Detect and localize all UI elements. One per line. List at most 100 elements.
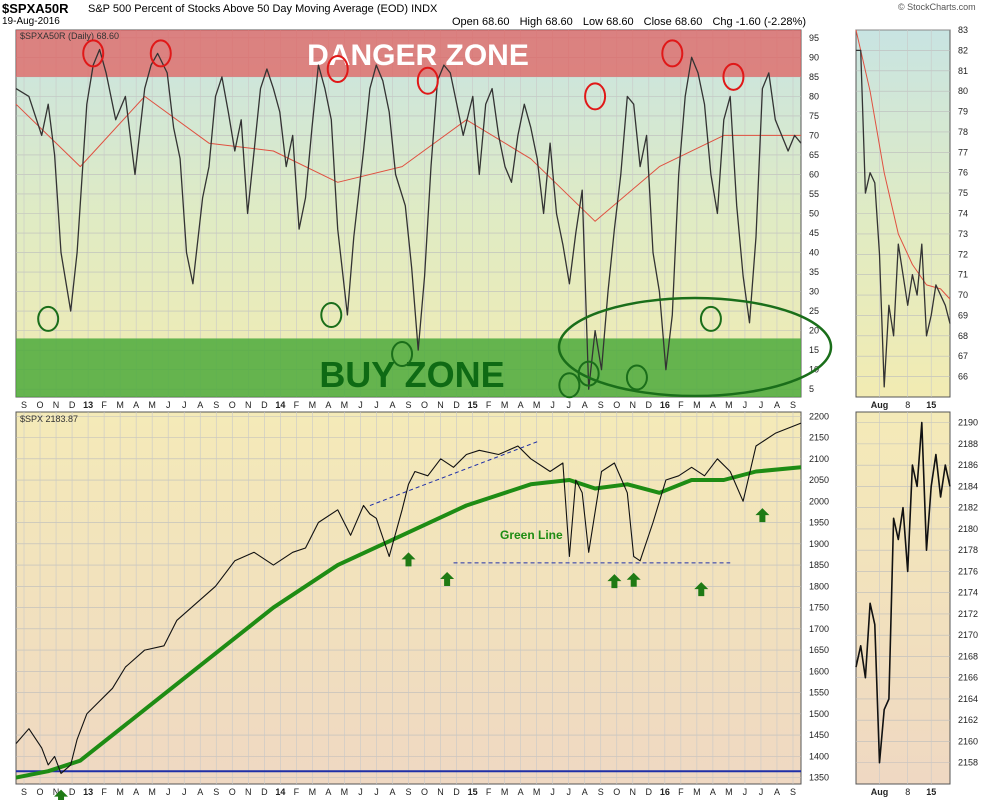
- top-inset-y-tick: 72: [958, 249, 968, 259]
- danger-zone-band: [16, 30, 801, 77]
- top-inset-y-tick: 68: [958, 331, 968, 341]
- top-inset-y-tick: 79: [958, 107, 968, 117]
- top-panel-x-tick: O: [421, 400, 428, 410]
- bottom-panel-y-tick: 2200: [809, 411, 829, 421]
- top-panel-x-tick: M: [693, 400, 701, 410]
- bottom-panel-x-tick: J: [358, 787, 363, 797]
- top-inset-y-tick: 73: [958, 229, 968, 239]
- buy-arrow-marker: [401, 552, 416, 567]
- red-circle-marker: [661, 39, 684, 68]
- bottom-inset-y-tick: 2172: [958, 609, 978, 619]
- top-panel-x-tick: 15: [468, 400, 478, 410]
- top-inset-y-tick: 69: [958, 310, 968, 320]
- bottom-panel-x-tick: M: [341, 787, 349, 797]
- top-panel-x-tick: S: [21, 400, 27, 410]
- bottom-inset-x-tick: Aug: [871, 787, 889, 797]
- top-panel-y-tick: 5: [809, 384, 814, 394]
- bottom-inset-y-tick: 2184: [958, 481, 978, 491]
- bottom-panel-x-tick: A: [710, 787, 716, 797]
- bottom-inset-y-tick: 2188: [958, 439, 978, 449]
- top-panel-y-tick: 85: [809, 72, 819, 82]
- bottom-panel-x-tick: J: [374, 787, 379, 797]
- bottom-panel-x-tick: N: [53, 787, 60, 797]
- top-panel-x-tick: A: [389, 400, 395, 410]
- bottom-panel-x-tick: N: [630, 787, 637, 797]
- bottom-panel-x-tick: N: [437, 787, 444, 797]
- bottom-inset-y-tick: 2190: [958, 418, 978, 428]
- bottom-panel-x-tick: M: [725, 787, 733, 797]
- top-panel-x-tick: A: [582, 400, 588, 410]
- top-panel-x-tick: O: [229, 400, 236, 410]
- buy-arrow-marker: [607, 574, 622, 589]
- bottom-panel-x-tick: A: [774, 787, 780, 797]
- red-circle-marker: [82, 39, 105, 68]
- bottom-panel-x-tick: A: [389, 787, 395, 797]
- buy-zone-label: BUY ZONE: [319, 354, 504, 395]
- top-panel-y-tick: 15: [809, 345, 819, 355]
- buy-arrow-marker: [755, 508, 770, 523]
- top-panel-x-tick: N: [437, 400, 444, 410]
- top-panel-x-tick: J: [550, 400, 555, 410]
- bottom-inset-price-line: [855, 421, 951, 764]
- red-circle-marker: [326, 55, 349, 84]
- green-circle-marker: [37, 305, 60, 332]
- bottom-panel-y-tick: 1700: [809, 624, 829, 634]
- bottom-panel-x-tick: O: [613, 787, 620, 797]
- top-inset-y-tick: 70: [958, 290, 968, 300]
- bottom-panel-x-tick: O: [229, 787, 236, 797]
- top-panel-x-tick: J: [374, 400, 379, 410]
- bottom-panel-x-tick: 14: [275, 787, 285, 797]
- green-line-label: Green Line: [500, 528, 563, 542]
- top-inset-y-tick: 75: [958, 188, 968, 198]
- buy-arrow-marker: [54, 789, 69, 800]
- bottom-panel-x-tick: F: [678, 787, 684, 797]
- top-panel-x-tick: M: [501, 400, 509, 410]
- top-panel-y-tick: 35: [809, 267, 819, 277]
- symbol-title: $SPXA50R: [2, 1, 69, 16]
- top-panel-x-tick: O: [613, 400, 620, 410]
- top-panel-x-tick: 16: [660, 400, 670, 410]
- bottom-panel-x-tick: A: [518, 787, 524, 797]
- brand-logo-text: © StockCharts.com: [898, 2, 976, 12]
- top-inset-price-line: [856, 49, 951, 388]
- top-panel-y-tick: 45: [809, 228, 819, 238]
- top-panel-y-tick: 70: [809, 130, 819, 140]
- top-panel-x-tick: S: [213, 400, 219, 410]
- bottom-panel-x-tick: J: [182, 787, 187, 797]
- bottom-panel-y-tick: 1450: [809, 730, 829, 740]
- bottom-inset-y-tick: 2160: [958, 736, 978, 746]
- top-panel-y-tick: 55: [809, 189, 819, 199]
- bottom-inset-y-tick: 2182: [958, 503, 978, 513]
- bottom-panel-x-tick: F: [101, 787, 107, 797]
- bottom-inset-y-tick: 2170: [958, 630, 978, 640]
- bottom-panel-x-tick: 13: [83, 787, 93, 797]
- bottom-panel-x-tick: D: [646, 787, 653, 797]
- top-panel-x-tick: S: [598, 400, 604, 410]
- chart-description: S&P 500 Percent of Stocks Above 50 Day M…: [88, 3, 437, 15]
- top-panel-x-tick: J: [166, 400, 171, 410]
- top-inset-y-tick: 81: [958, 66, 968, 76]
- bottom-panel-x-tick: A: [325, 787, 331, 797]
- description-text: S&P 500 Percent of Stocks Above 50 Day M…: [88, 3, 408, 15]
- bottom-inset-y-tick: 2168: [958, 651, 978, 661]
- bottom-panel-y-tick: 1500: [809, 709, 829, 719]
- top-panel-y-tick: 90: [809, 52, 819, 62]
- bottom-panel-x-tick: A: [133, 787, 139, 797]
- top-panel-y-tick: 20: [809, 326, 819, 336]
- buy-cluster-ellipse: [557, 296, 833, 398]
- bottom-legend: $SPX 2183.87: [20, 414, 78, 424]
- top-inset-y-tick: 83: [958, 25, 968, 35]
- top-panel-y-tick: 95: [809, 33, 819, 43]
- top-panel-x-tick: F: [294, 400, 300, 410]
- bottom-panel-y-tick: 1750: [809, 603, 829, 613]
- danger-zone-label: DANGER ZONE: [307, 39, 529, 72]
- top-panel-x-tick: M: [148, 400, 156, 410]
- green-circle-marker: [320, 302, 343, 329]
- top-inset-y-tick: 74: [958, 209, 968, 219]
- top-panel-x-tick: N: [245, 400, 252, 410]
- top-inset-x-tick: 8: [905, 400, 910, 410]
- green-circle-marker: [625, 364, 648, 391]
- top-ma-line: [15, 95, 801, 222]
- bottom-panel-y-tick: 1550: [809, 688, 829, 698]
- top-panel-x-tick: S: [790, 400, 796, 410]
